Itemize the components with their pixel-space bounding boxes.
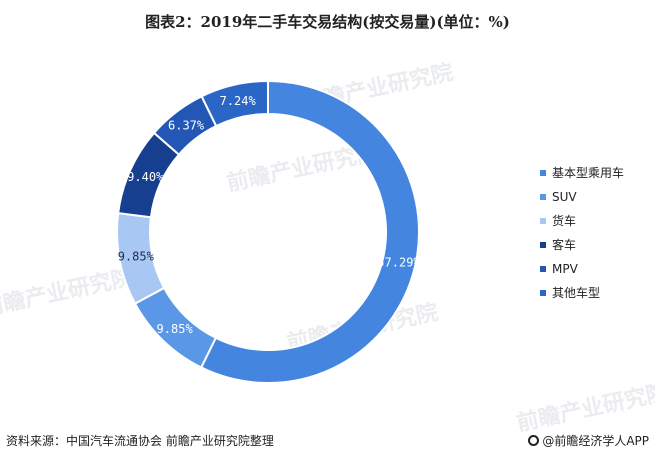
legend-item: 基本型乘用车 bbox=[540, 161, 655, 185]
legend-label: 客车 bbox=[552, 238, 577, 252]
legend-item: SUV bbox=[540, 185, 655, 209]
legend-swatch bbox=[540, 241, 546, 248]
legend-swatch bbox=[540, 169, 546, 176]
legend-label: 货车 bbox=[552, 214, 577, 228]
donut-slices bbox=[116, 79, 420, 384]
slice-label-5: 6.37% bbox=[168, 118, 205, 132]
legend-swatch bbox=[540, 217, 546, 224]
legend-label: 基本型乘用车 bbox=[552, 166, 625, 180]
legend-swatch bbox=[540, 193, 546, 200]
legend-item: 客车 bbox=[540, 233, 655, 257]
slice-label-1: 57.29% bbox=[377, 256, 421, 270]
slice-label-6: 7.24% bbox=[220, 94, 257, 108]
slice-label-3: 9.85% bbox=[118, 250, 155, 264]
legend-label: SUV bbox=[552, 190, 577, 204]
chart-legend: 基本型乘用车 SUV 货车客车 MPV 其他车型 bbox=[540, 161, 655, 305]
source-note: 资料来源：中国汽车流通协会 前瞻产业研究院整理 bbox=[6, 434, 274, 448]
brand-text: @前瞻经济学人APP bbox=[542, 434, 649, 448]
slice-6 bbox=[200, 79, 269, 128]
legend-item: 其他车型 bbox=[540, 281, 655, 305]
slice-label-4: 9.40% bbox=[127, 170, 164, 184]
slice-label-2: 9.85% bbox=[157, 322, 194, 336]
chart-title: 图表2：2019年二手车交易结构(按交易量)(单位：%) bbox=[145, 13, 510, 31]
legend-item: 货车 bbox=[540, 209, 655, 233]
brand-logo-icon bbox=[528, 435, 540, 446]
legend-swatch bbox=[540, 289, 546, 296]
legend-swatch bbox=[540, 265, 546, 272]
legend-label: MPV bbox=[552, 262, 578, 276]
slice-1 bbox=[199, 79, 420, 384]
legend-label: 其他车型 bbox=[552, 286, 601, 300]
legend-item: MPV bbox=[540, 257, 655, 281]
brand-note: @前瞻经济学人APP bbox=[528, 432, 649, 449]
slice-labels: 57.29% 9.85% 9.85% 9.40% 6.37% 7.24% bbox=[118, 94, 422, 336]
